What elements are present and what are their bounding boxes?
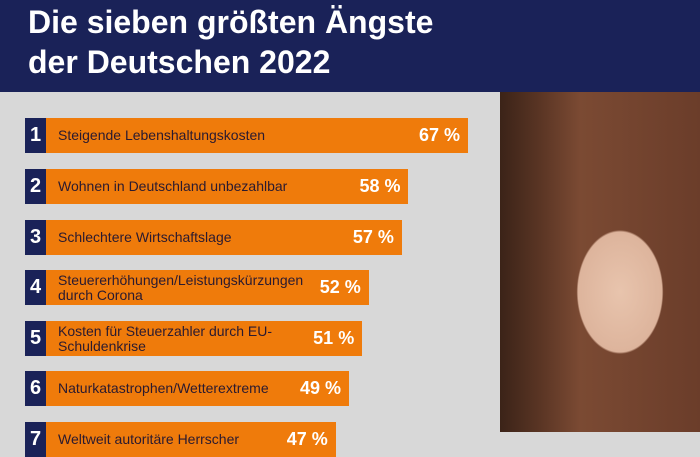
bar-row: 4 Steuererhöhungen/Leistungskürzungen du… [25,270,369,305]
value-label: 67 % [418,125,460,145]
bar: Schlechtere Wirtschaftslage 57 % [46,220,402,255]
bar: Weltweit autoritäre Herrscher 47 % [46,422,336,457]
bar-label: Wohnen in Deutschland unbezahlbar [58,178,288,194]
title-line-2: der Deutschen 2022 [28,44,331,80]
rank-badge: 7 [25,422,46,457]
value-label: 51 % [313,328,355,348]
value-label: 47 % [286,429,328,449]
bar-label: Schlechtere Wirtschaftslage [58,229,232,245]
value-label: 57 % [352,227,394,247]
bar-label: Weltweit autoritäre Herrscher [58,431,240,447]
value-label: 58 % [359,176,401,196]
rank-badge: 1 [25,118,46,153]
value-label: 49 % [299,378,341,398]
rank-badge: 6 [25,371,46,406]
bar-row: 7 Weltweit autoritäre Herrscher 47 % [25,422,336,457]
bar: Wohnen in Deutschland unbezahlbar 58 % [46,169,409,204]
bar: Steuererhöhungen/Leistungskürzungen durc… [46,270,369,305]
bar: Naturkatastrophen/Wetterextreme 49 % [46,371,349,406]
rank-badge: 2 [25,169,46,204]
bar-label: Naturkatastrophen/Wetterextreme [58,380,269,396]
bar-label: Kosten für Steuerzahler durch EU-Schulde… [58,322,272,354]
bar-row: 6 Naturkatastrophen/Wetterextreme 49 % [25,371,349,406]
title-line-1: Die sieben größten Ängste [28,4,434,40]
rank-badge: 3 [25,220,46,255]
rank-badge: 4 [25,270,46,305]
value-label: 52 % [319,277,361,297]
photo-worried-woman [500,92,700,432]
bar-row: 3 Schlechtere Wirtschaftslage 57 % [25,220,402,255]
bar-label: Steuererhöhungen/Leistungskürzungen durc… [58,271,304,303]
rank-badge: 5 [25,321,46,356]
bar-row: 2 Wohnen in Deutschland unbezahlbar 58 % [25,169,409,204]
bar-row: 5 Kosten für Steuerzahler durch EU-Schul… [25,321,363,356]
header: Die sieben größten Ängste der Deutschen … [0,0,700,92]
bar: Steigende Lebenshaltungskosten 67 % [46,118,468,153]
bar-label: Steigende Lebenshaltungskosten [58,127,266,143]
bar-row: 1 Steigende Lebenshaltungskosten 67 % [25,118,468,153]
bar: Kosten für Steuerzahler durch EU-Schulde… [46,321,363,356]
page-title: Die sieben größten Ängste der Deutschen … [28,2,433,82]
